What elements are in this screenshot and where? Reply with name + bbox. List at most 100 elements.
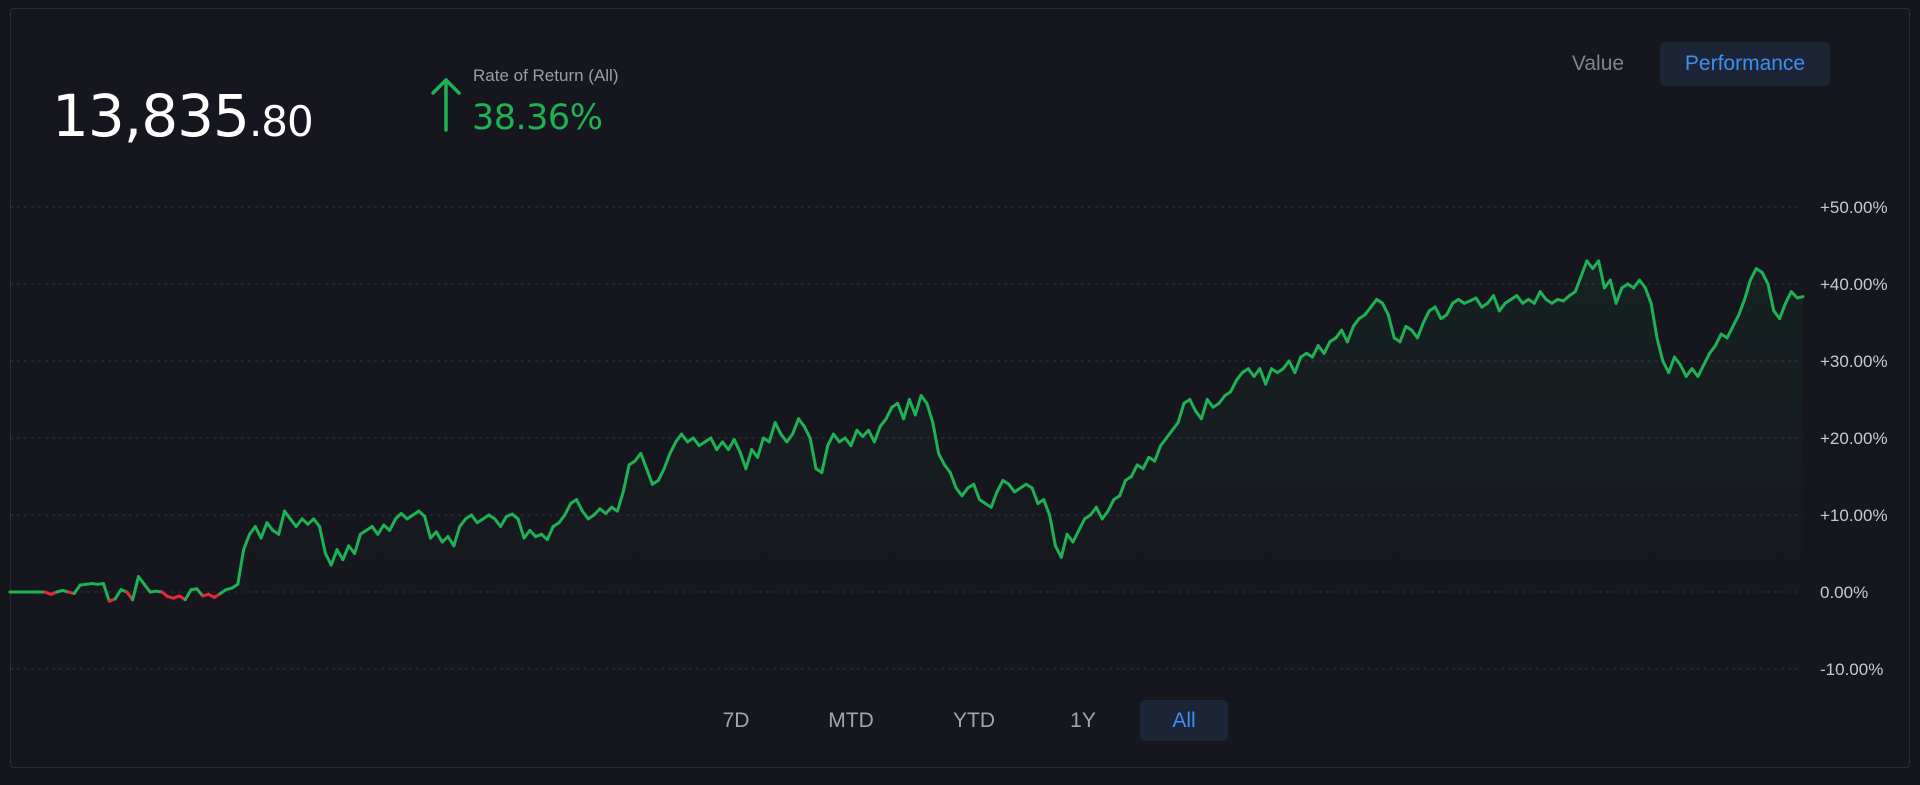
performance-line-segment [639, 451, 649, 471]
portfolio-value-integer: 13,835 [52, 82, 250, 150]
performance-line-segment [283, 509, 292, 521]
performance-line-segment [1030, 486, 1040, 505]
performance-line-segment [195, 587, 205, 598]
performance-line-segment [1421, 309, 1431, 324]
performance-line-segment [575, 498, 584, 513]
performance-line-segment [1795, 295, 1805, 300]
performance-line-segment [709, 436, 719, 452]
performance-line-segment [1538, 290, 1548, 301]
performance-line-segment [954, 486, 964, 498]
performance-line-segment [1264, 367, 1273, 386]
performance-line-segment [113, 588, 123, 601]
performance-line-segment [972, 482, 981, 502]
performance-line-segment [1585, 259, 1595, 271]
performance-line-segment [1713, 332, 1723, 348]
performance-line-segment [1532, 290, 1542, 305]
performance-line-segment [318, 525, 327, 555]
performance-toggle-button[interactable]: Performance [1660, 42, 1830, 86]
performance-line-segment [1708, 344, 1717, 355]
performance-line-segment [341, 544, 351, 562]
performance-line-segment [913, 394, 923, 417]
performance-line-segment [1784, 290, 1793, 305]
performance-line-segment [931, 421, 941, 455]
performance-line-segment [896, 401, 906, 421]
performance-line-segment [323, 552, 333, 567]
range-7d-button[interactable]: 7D [722, 709, 750, 732]
range-mtd-button[interactable]: MTD [828, 709, 874, 732]
performance-line-segment [925, 401, 935, 425]
range-all-button[interactable]: All [1140, 700, 1228, 741]
performance-line-segment [1398, 324, 1408, 344]
performance-line-segment [236, 548, 246, 586]
performance-line-segment [738, 450, 748, 471]
performance-line-segment [995, 478, 1005, 494]
performance-line-segment [1217, 394, 1227, 405]
performance-line-segment [902, 398, 911, 421]
performance-line-segment [1258, 367, 1268, 386]
performance-line-segment [1778, 301, 1787, 321]
performance-line-segment [621, 463, 631, 494]
performance-line-segment [242, 532, 251, 552]
portfolio-value: 13,835.80 [52, 82, 314, 150]
performance-line-segment [1737, 297, 1747, 317]
arrow-up-icon [431, 78, 461, 132]
performance-line-segment [878, 417, 888, 428]
performance-line-segment [1492, 294, 1501, 313]
performance-line-segment [452, 525, 462, 548]
performance-line-segment [499, 515, 508, 528]
performance-line-segment [773, 421, 783, 436]
performance-line-segment [832, 432, 841, 444]
performance-line-segment [937, 451, 946, 467]
performance-line-segment [1205, 398, 1215, 409]
performance-line-segment [691, 436, 701, 448]
performance-line-segment [1246, 367, 1256, 378]
performance-line-segment [1310, 344, 1320, 359]
performance-line-segment [353, 532, 362, 555]
performance-line-segment [615, 490, 625, 513]
performance-line-segment [1416, 321, 1425, 340]
performance-line-segment [458, 517, 468, 528]
performance-line-segment [779, 432, 789, 444]
performance-line-segment [802, 424, 812, 440]
performance-line-segment [516, 517, 526, 540]
y-tick-label: 0.00% [1820, 583, 1868, 602]
performance-line-segment [1340, 328, 1349, 344]
performance-line-segment [808, 436, 818, 471]
performance-line-segment [183, 588, 193, 602]
performance-line-segment [1351, 317, 1361, 328]
range-1y-button[interactable]: 1Y [1070, 709, 1096, 732]
performance-line-segment [388, 517, 397, 532]
performance-line-segment [668, 440, 678, 455]
performance-line-segment [1696, 363, 1706, 378]
y-tick-label: +50.00% [1820, 198, 1888, 217]
performance-line-segment [960, 486, 970, 498]
performance-line-segment [726, 438, 736, 452]
performance-line-segment [469, 513, 479, 525]
rate-of-return-label: Rate of Return (All) [473, 66, 619, 85]
performance-line-segment [294, 517, 304, 528]
performance-line-segment [545, 525, 555, 542]
performance-line-segment [919, 394, 929, 405]
performance-line-segment [1433, 305, 1443, 321]
value-toggle-button[interactable]: Value [1571, 52, 1625, 75]
performance-line-segment [849, 428, 859, 448]
performance-line-segment [872, 424, 882, 444]
performance-line-segment [1363, 305, 1373, 317]
performance-line-segment [1702, 351, 1712, 367]
performance-line-segment [1643, 286, 1653, 305]
performance-line-segment [1731, 313, 1741, 328]
performance-line-segment [1678, 363, 1688, 378]
performance-line-segment [335, 548, 345, 562]
performance-line-segment [1725, 324, 1735, 340]
range-ytd-button[interactable]: YTD [953, 709, 995, 732]
performance-line-segment [288, 517, 298, 528]
performance-line-segment [1287, 359, 1297, 375]
y-tick-label: +20.00% [1820, 429, 1888, 448]
performance-line-segment [376, 523, 386, 536]
performance-line-segment [1094, 505, 1104, 521]
performance-line-segment [1071, 528, 1081, 544]
performance-line-segment [1176, 401, 1186, 425]
performance-line-segment [563, 502, 573, 517]
performance-line-segment [756, 436, 765, 459]
